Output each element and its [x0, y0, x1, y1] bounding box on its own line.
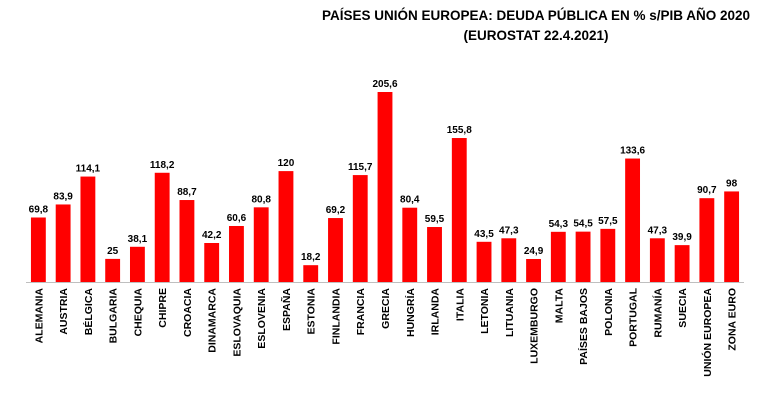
bar-24 — [625, 158, 641, 282]
bar-18 — [476, 241, 492, 282]
bar-5 — [154, 172, 170, 282]
value-label-28: 98 — [726, 178, 738, 189]
bar-23 — [600, 228, 616, 282]
x-tick-label-1: AUSTRIA — [58, 288, 70, 335]
x-tick-label-10: ESPAÑA — [280, 288, 293, 331]
chart-title: PAÍSES UNIÓN EUROPEA: DEUDA PÚBLICA EN %… — [321, 8, 751, 23]
bar-6 — [179, 200, 195, 282]
value-label-12: 69,2 — [326, 205, 346, 216]
value-label-11: 18,2 — [301, 252, 321, 263]
bar-14 — [377, 92, 393, 282]
x-tick-label-5: CHIPRE — [157, 288, 169, 328]
x-tick-label-15: HUNGRÍA — [404, 288, 417, 337]
value-label-5: 118,2 — [150, 160, 175, 171]
bar-15 — [402, 207, 418, 282]
value-label-22: 54,5 — [573, 219, 593, 230]
bar-0 — [30, 217, 46, 282]
chart-title-block: PAÍSES UNIÓN EUROPEA: DEUDA PÚBLICA EN %… — [316, 6, 756, 46]
x-tick-label-27: UNIÓN EUROPEA — [701, 288, 714, 377]
bar-17 — [451, 138, 467, 282]
bar-26 — [674, 245, 690, 282]
bar-8 — [229, 225, 244, 282]
x-tick-label-12: FINLANDIA — [330, 288, 342, 345]
x-tick-label-19: LITUANIA — [504, 288, 516, 337]
x-tick-label-4: CHEQUIA — [132, 288, 144, 337]
x-tick-label-25: RUMANÍA — [651, 288, 664, 338]
value-label-1: 83,9 — [53, 191, 73, 202]
x-tick-label-7: DINAMARCA — [207, 288, 219, 353]
x-tick-label-8: ESLOVAQUIA — [231, 288, 243, 357]
value-label-24: 133,6 — [620, 146, 645, 157]
value-label-26: 39,9 — [672, 232, 692, 243]
value-label-25: 47,3 — [648, 225, 668, 236]
x-tick-label-9: ESLOVENIA — [256, 288, 268, 349]
x-tick-label-20: LUXEMBURGO — [529, 288, 541, 364]
bar-22 — [575, 231, 591, 282]
x-tick-label-16: IRLANDA — [430, 288, 442, 336]
x-tick-label-28: ZONA EURO — [727, 288, 739, 351]
value-label-18: 43,5 — [474, 229, 494, 240]
bar-13 — [352, 175, 368, 282]
bar-9 — [253, 207, 269, 282]
bar-11 — [303, 265, 319, 282]
x-tick-label-2: BÉLGICA — [82, 288, 95, 336]
bar-28 — [724, 191, 740, 282]
value-label-14: 205,6 — [372, 79, 397, 90]
x-tick-label-11: ESTONIA — [306, 288, 318, 335]
value-label-8: 60,6 — [227, 213, 247, 224]
bar-16 — [427, 227, 442, 282]
value-labels-group: 69,8 83,9 114,1 25 38,1 118,2 88,7 42,2 60,6 80,8… — [29, 79, 738, 263]
value-label-6: 88,7 — [177, 187, 197, 198]
value-label-2: 114,1 — [76, 164, 101, 175]
bar-4 — [129, 246, 145, 282]
x-tick-label-22: PAÍSES BAJOS — [577, 288, 590, 365]
value-label-13: 115,7 — [348, 162, 373, 173]
value-label-9: 80,8 — [251, 194, 271, 205]
bar-2 — [80, 176, 96, 282]
chart-subtitle: (EUROSTAT 22.4.2021) — [463, 28, 609, 43]
bar-25 — [649, 238, 665, 282]
bar-1 — [55, 204, 71, 282]
value-label-21: 54,3 — [549, 219, 569, 230]
bar-7 — [204, 243, 220, 282]
x-tick-label-18: LETONIA — [479, 288, 491, 334]
x-tick-labels-group: ALEMANIA AUSTRIA BÉLGICA BULGARIA CHEQUIA CHI… — [33, 287, 738, 376]
value-label-17: 155,8 — [447, 125, 472, 136]
x-tick-label-3: BULGARIA — [108, 288, 120, 344]
bar-19 — [501, 238, 517, 282]
x-tick-label-0: ALEMANIA — [33, 288, 45, 344]
value-label-0: 69,8 — [29, 204, 49, 215]
x-tick-label-6: CROACIA — [182, 288, 194, 337]
x-tick-label-13: FRANCIA — [355, 288, 367, 336]
bar-21 — [550, 231, 566, 282]
x-tick-label-14: GRECIA — [380, 288, 392, 329]
value-label-20: 24,9 — [524, 246, 544, 257]
x-tick-label-23: POLONIA — [603, 288, 615, 336]
value-label-19: 47,3 — [499, 225, 519, 236]
value-label-16: 59,5 — [425, 214, 445, 225]
value-label-4: 38,1 — [128, 234, 148, 245]
bar-3 — [105, 258, 121, 282]
x-tick-label-26: SUECIA — [677, 288, 689, 328]
x-tick-label-17: ITALIA — [454, 288, 466, 321]
x-tick-label-24: PORTUGAL — [628, 287, 640, 347]
bar-27 — [699, 198, 715, 282]
value-label-15: 80,4 — [400, 195, 420, 206]
value-label-23: 57,5 — [598, 216, 618, 227]
x-tick-label-21: MALTA — [553, 288, 565, 324]
bar-20 — [526, 258, 541, 282]
value-label-27: 90,7 — [697, 185, 717, 196]
bars-group — [30, 92, 740, 282]
value-label-7: 42,2 — [202, 230, 222, 241]
bar-12 — [328, 218, 343, 282]
bar-10 — [278, 171, 294, 282]
value-label-10: 120 — [278, 158, 295, 169]
value-label-3: 25 — [107, 246, 119, 257]
